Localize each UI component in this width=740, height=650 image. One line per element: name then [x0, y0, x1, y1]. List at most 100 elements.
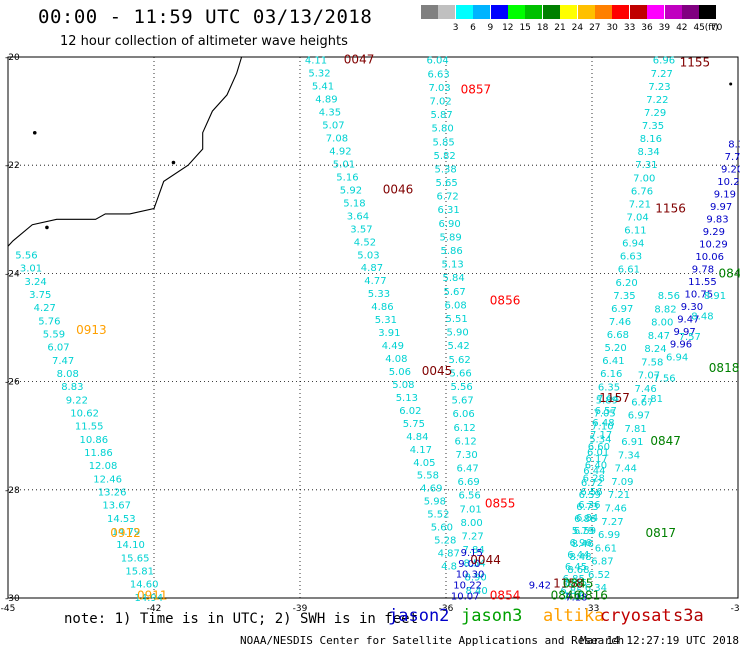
wave-height-value: 7.30: [456, 450, 478, 461]
wave-height-value: 8.83: [61, 382, 83, 393]
wave-height-value: 9.22: [66, 395, 88, 406]
legend-unit: (ft): [704, 23, 719, 33]
wave-height-value: 6.63: [428, 69, 450, 80]
satellite-label: altika: [543, 606, 605, 626]
wave-height-value: 6.52: [588, 570, 610, 581]
coastline: [7, 56, 243, 247]
wave-height-value: 5.31: [375, 315, 397, 326]
wave-height-value: 4.11: [305, 56, 327, 67]
wave-height-value: 5.92: [340, 185, 362, 196]
wave-height-value: 9.30: [681, 302, 703, 313]
wave-height-value: 9.19: [714, 190, 736, 201]
wave-height-value: 6.44: [567, 550, 589, 561]
pass-time-label: 1158: [553, 576, 584, 590]
wave-height-value: 7.03: [429, 83, 451, 94]
legend-label: 30: [606, 23, 618, 33]
island: [171, 160, 176, 165]
island: [45, 225, 49, 230]
wave-height-value: 5.66: [450, 368, 472, 379]
wave-height-value: 5.60: [431, 523, 453, 534]
legend-swatch: [577, 5, 595, 19]
wave-height-value: 5.38: [435, 165, 457, 176]
legend-label: 45: [693, 23, 705, 33]
lat-tick-label: -26: [5, 378, 20, 388]
marker-point: [729, 82, 733, 86]
satellite-label: jason3: [461, 606, 523, 626]
wave-height-value: 10.23: [717, 177, 740, 188]
wave-height-value: 8.82: [654, 304, 676, 315]
wave-height-value: 6.86: [574, 514, 596, 525]
wave-height-value: 8.00: [651, 318, 673, 329]
lat-tick-label: -22: [5, 161, 20, 171]
wave-height-value: 12.08: [89, 461, 118, 472]
wave-height-value: 6.34: [585, 583, 607, 594]
wave-height-value: 6.90: [439, 219, 461, 230]
wave-height-value: 5.52: [427, 510, 449, 521]
pass-time-label: 0818: [709, 361, 740, 375]
wave-height-value: 3.57: [350, 224, 372, 235]
wave-height-value: 4.52: [354, 237, 376, 248]
wave-height-value: 7.21: [629, 199, 651, 210]
wave-height-value: 7.56: [653, 373, 675, 384]
satellite-label: jason2: [388, 606, 450, 626]
pass-time-label: 0855: [485, 496, 516, 510]
legend-label: 27: [589, 23, 601, 33]
wave-height-value: 7.01: [460, 504, 482, 515]
wave-height-value: 8.54: [464, 559, 486, 570]
wave-height-value: 7.04: [627, 213, 649, 224]
wave-height-value: 3.64: [347, 211, 369, 222]
wave-height-value: 5.34: [589, 435, 611, 446]
legend-swatch: [612, 5, 630, 19]
legend-swatch: [490, 5, 508, 19]
lon-tick-label: -45: [1, 604, 16, 614]
wave-height-value: 7.10: [591, 422, 613, 433]
wave-height-value: 8.46: [572, 539, 594, 550]
wave-height-value: 5.28: [434, 536, 456, 547]
wave-height-value: 11.86: [84, 448, 113, 459]
wave-height-value: 3.24: [25, 277, 47, 288]
wave-height-value: 6.61: [618, 265, 640, 276]
wave-height-value: 7.02: [430, 97, 452, 108]
wave-height-value: 9.83: [706, 215, 728, 226]
map-frame: [7, 56, 739, 599]
wave-height-value: 5.82: [434, 151, 456, 162]
lon-tick-label: -33: [585, 604, 600, 614]
wave-height-value: 5.89: [596, 395, 618, 406]
wave-height-value: 6.94: [666, 353, 688, 364]
wave-height-value: 13.26: [98, 488, 127, 499]
wave-height-value: 9.20: [721, 165, 740, 176]
pass-time-label: 0848: [719, 266, 740, 280]
legend-swatch: [542, 5, 560, 19]
legend-label: 42: [676, 23, 688, 33]
wave-height-value: 5.16: [336, 172, 358, 183]
legend-label: 6: [470, 23, 476, 33]
wave-height-value: 5.56: [15, 251, 37, 262]
wave-height-value: 5.59: [43, 330, 65, 341]
pass-time-label: 0846: [551, 588, 582, 602]
map-subtitle: 12 hour collection of altimeter wave hei…: [60, 34, 348, 49]
wave-height-value: 8.45: [565, 578, 587, 589]
legend-label: 33: [623, 23, 636, 33]
wave-height-value: 5.03: [357, 250, 379, 261]
wave-height-value: 6.02: [399, 406, 421, 417]
wave-height-value: 7.23: [648, 82, 670, 93]
wave-height-value: 6.47: [457, 464, 479, 475]
wave-height-value: 14.10: [116, 540, 145, 551]
wave-height-value: 12.46: [93, 474, 122, 485]
wave-height-value: 7.00: [633, 173, 655, 184]
pass-time-label: 0845: [563, 576, 594, 590]
wave-height-value: 7.22: [646, 95, 668, 106]
wave-height-value: 9.96: [670, 340, 692, 351]
footer-timestamp: Mar 14 12:27:19 UTC 2018: [580, 634, 739, 647]
wave-height-value: 6.59: [579, 490, 601, 501]
wave-height-value: 6.12: [454, 423, 476, 434]
pass-time-label: 0816: [577, 588, 608, 602]
satellite-label: cryosat: [600, 606, 672, 626]
pass-time-label: 0856: [490, 294, 521, 308]
wave-height-value: 9.29: [703, 227, 725, 238]
lon-tick-label: -36: [439, 604, 454, 614]
wave-height-value: 6.04: [427, 56, 449, 67]
wave-height-value: 4.08: [385, 354, 407, 365]
pass-time-label: 0912: [110, 526, 141, 540]
